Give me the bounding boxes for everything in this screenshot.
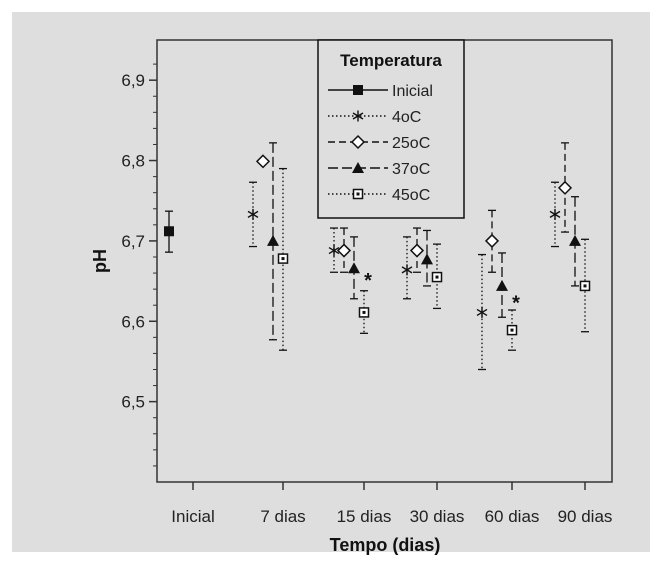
marker-inicial xyxy=(164,226,174,237)
significance-annotation: * xyxy=(512,293,520,315)
marker-4oc-d2 xyxy=(401,266,413,274)
y-tick-label: 6,6 xyxy=(121,312,145,331)
marker-4oc xyxy=(476,306,488,318)
marker-4oc-d2 xyxy=(476,308,488,317)
legend-marker-25oc xyxy=(350,134,366,150)
legend-label: 37oC xyxy=(392,161,430,178)
x-tick-label: 60 dias xyxy=(485,507,540,526)
marker-4oc xyxy=(401,264,413,276)
marker-37oc xyxy=(569,234,581,246)
significance-annotation: * xyxy=(364,270,372,292)
legend-marker-37oc xyxy=(352,162,364,173)
marker-4oc xyxy=(247,208,259,220)
marker-45oc-dot xyxy=(435,275,439,279)
x-axis-title: Tempo (dias) xyxy=(330,535,441,555)
marker-45oc-dot xyxy=(362,310,366,314)
marker-25oc xyxy=(255,154,271,169)
marker-45oc xyxy=(277,253,289,264)
marker-25oc xyxy=(557,180,573,195)
marker-25oc xyxy=(484,233,500,248)
legend-marker-45oc-dot xyxy=(356,192,360,196)
marker-25oc xyxy=(336,243,352,258)
marker-37oc xyxy=(348,262,360,274)
y-tick-label: 6,7 xyxy=(121,232,145,251)
marker-45oc xyxy=(431,271,443,283)
legend-marker-45oc xyxy=(352,188,364,200)
marker-4oc xyxy=(549,208,561,220)
legend-label: 45oC xyxy=(392,187,430,204)
data-markers xyxy=(164,154,591,336)
marker-45oc-dot xyxy=(510,328,514,332)
x-tick-label: 90 dias xyxy=(558,507,613,526)
y-tick-label: 6,9 xyxy=(121,71,145,90)
marker-45oc-dot xyxy=(583,284,587,288)
marker-4oc-d2 xyxy=(549,210,561,218)
legend-label: 4oC xyxy=(392,109,421,126)
legend-marker-4oc-d2 xyxy=(352,112,364,120)
axis-ticks: 6,5 6,6 6,7 6,8 6,9 Inicial 7 dias 15 dias 30 di… xyxy=(121,63,613,526)
legend-marker-4oc xyxy=(352,110,364,122)
annotations: ** xyxy=(364,270,520,315)
marker-4oc xyxy=(328,245,340,257)
x-tick-label: Inicial xyxy=(171,507,214,526)
marker-4oc-d2 xyxy=(328,246,340,255)
legend-box xyxy=(317,39,465,219)
legend: Temperatura Inicial 4oC 25oC 37oC 45oC xyxy=(317,39,465,219)
y-tick-label: 6,8 xyxy=(121,152,145,171)
marker-37oc xyxy=(421,253,433,265)
legend-label: 25oC xyxy=(392,135,430,152)
legend-title: Temperatura xyxy=(340,51,442,70)
legend-marker-inicial xyxy=(353,85,363,95)
x-tick-label: 30 dias xyxy=(410,507,465,526)
x-tick-label: 15 dias xyxy=(337,507,392,526)
y-axis-title: pH xyxy=(90,249,110,273)
y-tick-label: 6,5 xyxy=(121,393,145,412)
marker-4oc-d2 xyxy=(247,210,259,218)
marker-37oc xyxy=(267,234,279,246)
marker-45oc-dot xyxy=(281,257,285,261)
marker-25oc xyxy=(409,243,425,258)
marker-37oc xyxy=(496,279,508,291)
marker-45oc xyxy=(506,324,518,336)
marker-45oc xyxy=(358,307,370,318)
marker-45oc xyxy=(579,280,591,292)
legend-label: Inicial xyxy=(392,83,433,100)
x-tick-label: 7 dias xyxy=(260,507,305,526)
